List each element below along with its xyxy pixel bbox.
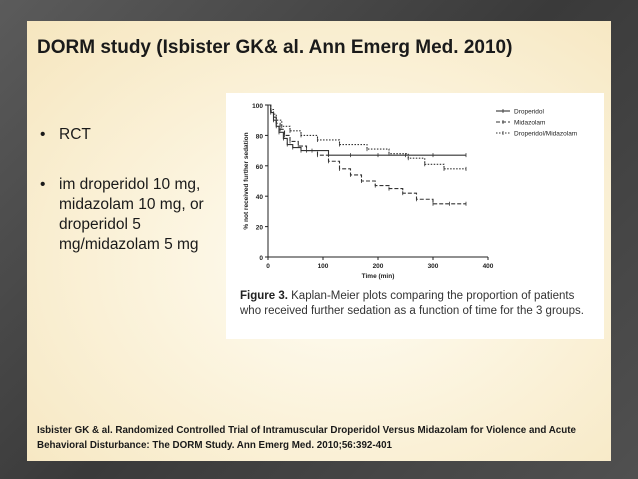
y-tick-label: 40 xyxy=(256,194,264,201)
slide: DORM study (Isbister GK& al. Ann Emerg M… xyxy=(27,21,611,461)
figure-caption-text: Kaplan-Meier plots comparing the proport… xyxy=(240,290,584,317)
kaplan-meier-chart: 0 20 40 60 80 100 0 100 200 300 400 Time (min) % not… xyxy=(243,103,577,280)
slide-title: DORM study (Isbister GK& al. Ann Emerg M… xyxy=(37,37,513,58)
series-line-1 xyxy=(268,104,466,205)
citation-reference: Isbister GK & al. Randomized Controlled … xyxy=(37,425,576,451)
bullet-list: • RCT • im droperidol 10 mg, midazolam 1… xyxy=(37,125,237,285)
y-tick-label: 20 xyxy=(256,225,264,232)
y-tick-label: 80 xyxy=(256,133,264,140)
x-axis-label: Time (min) xyxy=(362,273,395,280)
x-tick-label: 100 xyxy=(318,263,329,270)
series-line-2 xyxy=(268,104,466,170)
bullet-icon: • xyxy=(40,176,46,193)
x-tick-label: 0 xyxy=(266,263,270,270)
legend-label: Droperidol xyxy=(514,109,545,116)
figure-card: 0 20 40 60 80 100 0 100 200 300 400 Time (min) % not… xyxy=(226,93,604,339)
x-tick-label: 200 xyxy=(373,263,384,270)
bullet-text: im droperidol 10 mg, midazolam 10 mg, or… xyxy=(59,176,204,253)
bullet-item: • im droperidol 10 mg, midazolam 10 mg, … xyxy=(37,175,237,255)
y-tick-label: 60 xyxy=(256,164,264,171)
bullet-icon: • xyxy=(40,126,46,143)
y-axis-label: % not received further sedation xyxy=(243,132,250,229)
bullet-text: RCT xyxy=(59,126,91,143)
bullet-item: • RCT xyxy=(37,125,237,145)
y-tick-label: 0 xyxy=(259,255,263,262)
legend-label: Midazolam xyxy=(514,120,545,127)
figure-caption: Figure 3. Kaplan-Meier plots comparing t… xyxy=(240,289,592,319)
y-tick-label: 100 xyxy=(252,103,263,110)
legend-label: Droperidol/Midazolam xyxy=(514,131,577,138)
x-tick-label: 400 xyxy=(483,263,494,270)
x-tick-label: 300 xyxy=(428,263,439,270)
figure-caption-label: Figure 3. xyxy=(240,290,288,302)
